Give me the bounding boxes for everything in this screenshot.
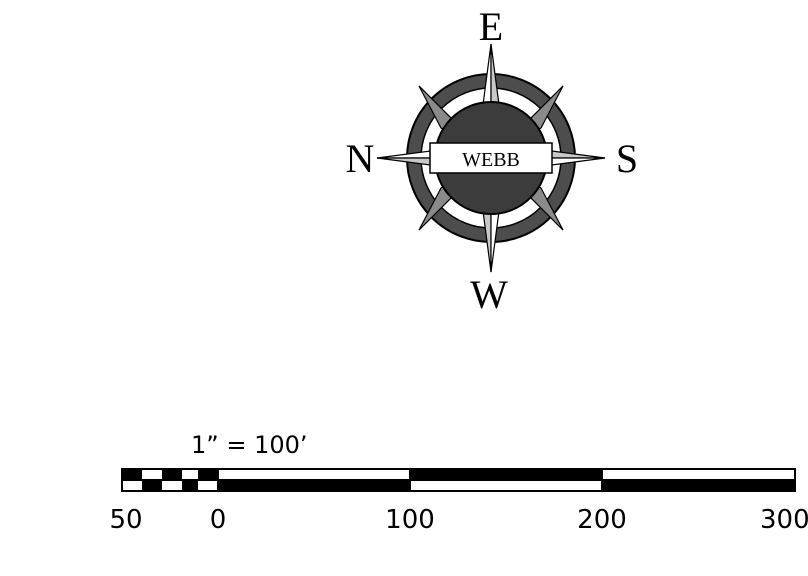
scale-bar-segments: [218, 469, 795, 491]
compass-label-right: S: [616, 136, 638, 181]
compass-center-text: WEBB: [462, 149, 520, 171]
scale-tick-label: 0: [210, 505, 227, 535]
compass-hub-band: [429, 142, 553, 174]
scale-tick-label: 100: [385, 505, 435, 535]
scale-tick-label: 200: [577, 505, 627, 535]
compass-label-top: E: [479, 4, 503, 49]
compass-label-left: N: [346, 136, 375, 181]
compass-rose: WEBB E N S W: [346, 4, 639, 317]
compass-label-bottom: W: [470, 272, 508, 317]
scale-tick-label: 300: [760, 505, 808, 535]
scale-ratio-text: 1” = 100’: [191, 431, 308, 459]
scale-bar: 1” = 100’ 50 0 100 200 300: [109, 431, 808, 535]
scale-bar-checker: [122, 469, 218, 491]
scale-tick-label: 50: [109, 505, 142, 535]
